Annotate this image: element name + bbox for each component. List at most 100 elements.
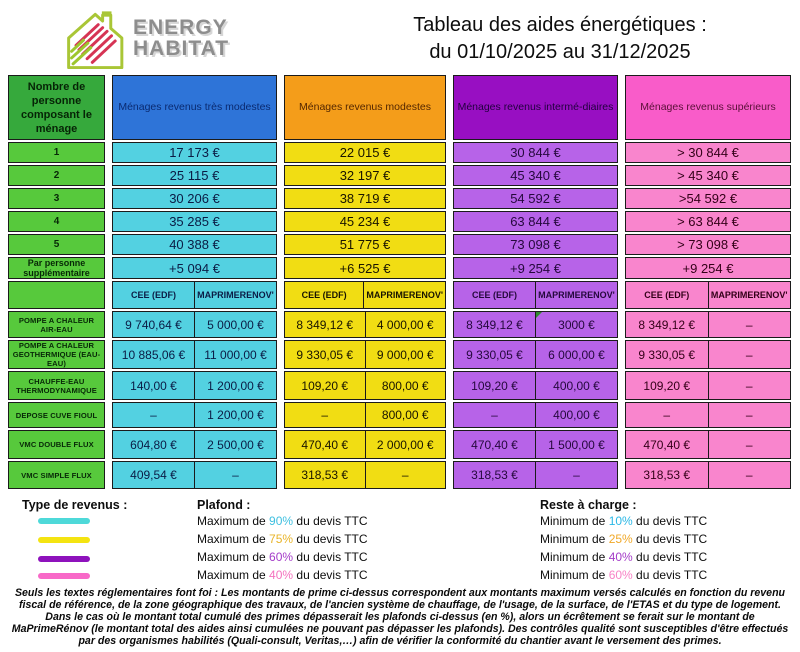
equipment-label: POMPE A CHALEUR GEOTHERMIQUE (EAU-EAU) <box>9 341 104 368</box>
aid-cell: 800,00 € <box>364 403 445 427</box>
legend-reste-label: Reste à charge : <box>540 498 637 512</box>
equipment-label: VMC SIMPLE FLUX <box>9 462 104 488</box>
legend-plafond-label: Plafond : <box>197 498 251 512</box>
energy-habitat-logo: ENERGY HABITAT <box>42 3 262 73</box>
aid-cell: – <box>626 403 708 427</box>
aid-cell: – <box>707 403 790 427</box>
subheader-maprimerenov: MAPRIMERENOV' <box>194 282 276 308</box>
aid-cell: 6 000,00 € <box>535 341 617 368</box>
income-cell: 45 234 € <box>285 212 445 231</box>
aid-cell: 9 330,05 € <box>626 341 708 368</box>
income-cell: 22 015 € <box>285 143 445 162</box>
group-intermediaires: Ménages revenus intermé-diaires 30 844 €… <box>453 75 618 491</box>
income-cell: 30 206 € <box>113 189 276 208</box>
group-header: Ménages revenus intermé-diaires <box>454 76 617 139</box>
group-superieurs: Ménages revenus supérieurs > 30 844 € > … <box>625 75 791 491</box>
row-label-2: 2 <box>9 166 104 185</box>
empty-corner-cell <box>9 282 104 308</box>
plafond-pct: 40% <box>269 568 294 582</box>
aid-cell: – <box>194 462 276 488</box>
aid-cell: 3000 € <box>535 312 617 337</box>
income-cell: > 63 844 € <box>626 212 790 231</box>
page-title: Tableau des aides énergétiques : du 01/1… <box>330 12 790 66</box>
aid-cell: 140,00 € <box>113 372 194 399</box>
income-cell: > 30 844 € <box>626 143 790 162</box>
equipment-label: POMPE A CHALEUR AIR-EAU <box>9 312 104 337</box>
income-cell: >54 592 € <box>626 189 790 208</box>
aid-cell: – <box>285 403 365 427</box>
aid-cell: 9 330,05 € <box>454 341 535 368</box>
subheader-cee: CEE (EDF) <box>626 282 708 308</box>
income-cell: +9 254 € <box>626 258 790 278</box>
aid-cell: 9 330,05 € <box>285 341 365 368</box>
swatch-tres-modestes <box>38 518 90 524</box>
aid-cell: 109,20 € <box>454 372 535 399</box>
equipment-label: DEPOSE CUVE FIOUL <box>9 403 104 427</box>
group-header: Ménages revenus modestes <box>285 76 445 139</box>
aid-cell: 109,20 € <box>285 372 365 399</box>
title-line-2: du 01/10/2025 au 31/12/2025 <box>429 41 691 63</box>
aid-cell: – <box>113 403 194 427</box>
aid-cell: 1 200,00 € <box>194 403 276 427</box>
swatch-modestes <box>38 537 90 543</box>
aid-cell: 470,40 € <box>285 431 365 458</box>
comment-marker-icon <box>536 312 542 318</box>
logo-line-energy: ENERGY <box>133 16 228 39</box>
row-label-4: 4 <box>9 212 104 231</box>
aid-cell: 9 740,64 € <box>113 312 194 337</box>
plafond-line: Maximum de 40% du devis TTC <box>197 568 368 582</box>
plafond-pct: 90% <box>269 514 294 528</box>
aid-cell: 318,53 € <box>454 462 535 488</box>
income-cell: 73 098 € <box>454 235 617 254</box>
aid-cell: 604,80 € <box>113 431 194 458</box>
income-cell: 45 340 € <box>454 166 617 185</box>
income-cell: 63 844 € <box>454 212 617 231</box>
aid-cell: 318,53 € <box>626 462 708 488</box>
aid-cell: 470,40 € <box>626 431 708 458</box>
row-label-5: 5 <box>9 235 104 254</box>
labels-column: Nombre de personne composant le ménage 1… <box>8 75 105 491</box>
swatch-intermediaires <box>38 556 90 562</box>
aid-cell: 409,54 € <box>113 462 194 488</box>
aid-cell: 8 349,12 € <box>285 312 365 337</box>
income-cell: 17 173 € <box>113 143 276 162</box>
reste-line: Minimum de 10% du devis TTC <box>540 514 708 528</box>
income-cell: +6 525 € <box>285 258 445 278</box>
row-label-3: 3 <box>9 189 104 208</box>
income-cell: +5 094 € <box>113 258 276 278</box>
aid-cell: 470,40 € <box>454 431 535 458</box>
reste-pct: 10% <box>608 514 633 528</box>
income-cell: 51 775 € <box>285 235 445 254</box>
corner-header: Nombre de personne composant le ménage <box>9 76 104 139</box>
swatch-superieurs <box>38 573 90 579</box>
subheader-cee: CEE (EDF) <box>454 282 535 308</box>
aid-value: 3000 € <box>558 317 595 332</box>
disclaimer-text: Seuls les textes réglementaires font foi… <box>11 587 789 647</box>
title-line-1: Tableau des aides énergétiques : <box>413 14 707 36</box>
subheader-cee: CEE (EDF) <box>113 282 194 308</box>
group-header: Ménages revenus très modestes <box>113 76 276 139</box>
aid-cell: – <box>535 462 617 488</box>
subheader-maprimerenov: MAPRIMERENOV' <box>363 282 445 308</box>
aid-cell: 800,00 € <box>364 372 445 399</box>
aid-cell: 1 500,00 € <box>535 431 617 458</box>
aid-cell: 8 349,12 € <box>626 312 708 337</box>
plafond-pct: 60% <box>269 550 294 564</box>
income-cell: +9 254 € <box>454 258 617 278</box>
plafond-line: Maximum de 90% du devis TTC <box>197 514 368 528</box>
plafond-line: Maximum de 60% du devis TTC <box>197 550 368 564</box>
aid-cell: – <box>707 372 790 399</box>
legend-type-revenus-label: Type de revenus : <box>22 498 128 512</box>
house-heating-icon <box>67 11 124 70</box>
aid-cell: 318,53 € <box>285 462 365 488</box>
aid-cell: 4 000,00 € <box>364 312 445 337</box>
row-label-extra-person: Par personne supplémentaire <box>9 258 104 278</box>
subheader-maprimerenov: MAPRIMERENOV' <box>707 282 790 308</box>
reste-line: Minimum de 25% du devis TTC <box>540 532 708 546</box>
income-cell: > 45 340 € <box>626 166 790 185</box>
aid-cell: 2 500,00 € <box>194 431 276 458</box>
income-cell: 32 197 € <box>285 166 445 185</box>
aid-cell: – <box>454 403 535 427</box>
aid-cell: 5 000,00 € <box>194 312 276 337</box>
row-label-1: 1 <box>9 143 104 162</box>
